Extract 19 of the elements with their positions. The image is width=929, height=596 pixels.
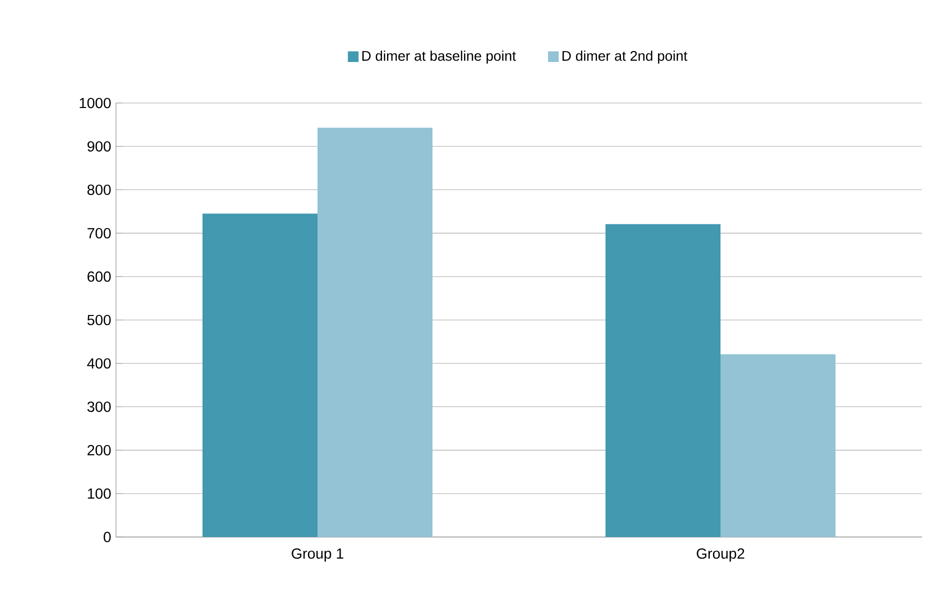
y-tick-label: 400 [87,358,111,369]
legend-label: D dimer at baseline point [362,50,516,64]
x-tick-label: Group 1 [292,548,344,562]
y-tick-label: 600 [88,271,111,282]
bar [202,214,318,537]
y-tick-label: 800 [87,184,111,195]
y-tick-label: 300 [87,402,111,412]
y-tick-label: 700 [88,228,111,238]
y-tick-label: 500 [87,314,111,326]
y-tick-label: 200 [88,445,111,456]
bar [318,128,433,537]
y-tick-label: 0 [104,532,111,542]
y-tick-label: 1000 [80,98,111,108]
bar [720,354,836,537]
y-tick-label: 100 [88,488,111,499]
bar [606,224,720,537]
x-tick-label: Group2 [696,548,744,562]
y-tick-label: 900 [88,141,111,152]
legend-label: D dimer at 2nd point [562,50,688,64]
